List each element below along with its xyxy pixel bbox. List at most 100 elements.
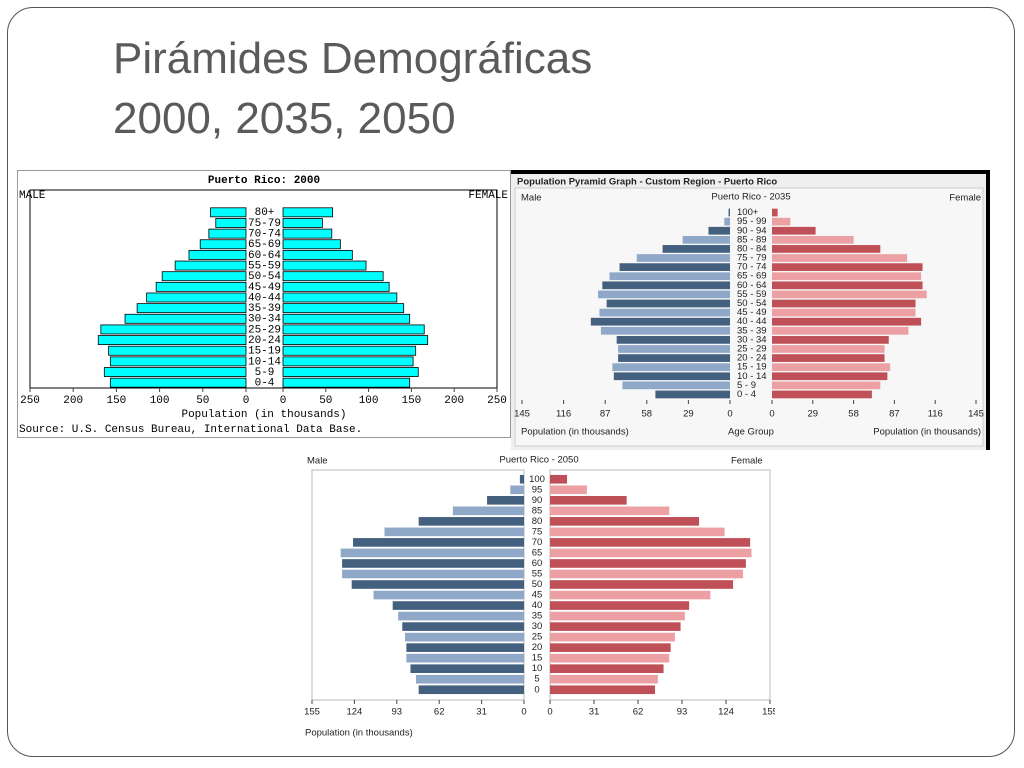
- bar: [373, 590, 524, 600]
- age-label: 15: [532, 653, 543, 664]
- x-tick-label: 150: [106, 395, 126, 407]
- bar: [636, 254, 730, 262]
- bar: [772, 354, 885, 362]
- bar: [340, 548, 524, 558]
- bar: [487, 495, 524, 505]
- chart-title: Puerto Rico: 2000: [208, 175, 320, 187]
- age-label: 95: [532, 484, 543, 495]
- x-tick-label: 250: [487, 395, 507, 407]
- age-label: 15 - 19: [737, 362, 767, 373]
- x-tick-label: 124: [346, 707, 362, 718]
- bar: [772, 390, 872, 399]
- age-label: 65: [532, 547, 543, 558]
- bar: [772, 281, 923, 290]
- bar: [550, 506, 670, 516]
- bar: [724, 217, 730, 226]
- x-tick-label: 0: [547, 707, 552, 718]
- x-tick-label: 50: [319, 395, 332, 407]
- x-tick-label: 145: [968, 409, 984, 420]
- x-tick-label: 200: [444, 395, 464, 407]
- age-label: 50 - 54: [737, 298, 767, 309]
- age-label: 55-59: [248, 260, 281, 272]
- bar: [622, 381, 730, 390]
- x-tick-label: 0: [727, 409, 732, 420]
- age-label: 70-74: [248, 229, 281, 241]
- bar: [342, 559, 524, 568]
- age-label: 25 - 29: [737, 343, 767, 354]
- bar: [772, 299, 916, 308]
- bar: [392, 601, 524, 610]
- x-tick-label: 87: [600, 409, 611, 420]
- bar: [772, 326, 909, 335]
- right-border: [986, 170, 990, 450]
- chart-title: Puerto Rico - 2050: [499, 455, 578, 466]
- x-tick-label: 31: [589, 707, 600, 718]
- bar: [109, 377, 247, 388]
- x-tick-label: 58: [848, 409, 859, 420]
- panel: [514, 187, 984, 447]
- bar: [772, 272, 922, 281]
- plot-frame: [29, 189, 498, 389]
- bar: [109, 356, 247, 367]
- bar: [282, 313, 411, 324]
- age-label: 10 - 14: [737, 371, 767, 382]
- bar: [210, 207, 247, 218]
- bar: [100, 324, 247, 335]
- age-label: 90: [532, 495, 543, 506]
- bar: [772, 263, 923, 271]
- age-label: 80: [532, 516, 543, 527]
- x-axis-label: Population (in thousands): [521, 427, 629, 438]
- bar: [550, 495, 627, 505]
- bar: [398, 611, 524, 621]
- bar: [772, 208, 778, 217]
- age-label: 100: [529, 474, 545, 485]
- age-label: 35 - 39: [737, 325, 767, 336]
- slide-title: Pirámides Demográficas: [113, 34, 593, 83]
- bar: [550, 590, 711, 600]
- bar: [599, 308, 730, 317]
- x-tick-label: 29: [808, 409, 819, 420]
- bar: [619, 263, 730, 271]
- age-label: 95 - 99: [737, 216, 767, 227]
- bar: [418, 517, 524, 526]
- bar: [550, 664, 664, 674]
- bar: [97, 335, 247, 346]
- x-tick-label: 87: [889, 409, 900, 420]
- bar: [550, 632, 675, 642]
- legend-male: MALE: [19, 190, 46, 202]
- slide: [7, 7, 1015, 757]
- chart-frame: [17, 170, 511, 438]
- age-label: 60: [532, 558, 543, 569]
- age-label: 70: [532, 537, 543, 548]
- bar: [550, 559, 746, 568]
- age-label: 85 - 89: [737, 234, 767, 245]
- age-label: 5 - 9: [737, 380, 756, 391]
- bar: [282, 335, 429, 346]
- bar: [384, 527, 524, 537]
- bar: [613, 372, 730, 381]
- x-tick-label: 200: [63, 395, 83, 407]
- chart-header: Population Pyramid Graph - Custom Region…: [517, 177, 777, 188]
- bar: [550, 527, 725, 537]
- age-label: 40 - 44: [737, 316, 767, 327]
- age-label: 40-44: [248, 292, 281, 304]
- age-label: 40: [532, 600, 543, 611]
- bar: [415, 674, 524, 684]
- bar: [550, 474, 568, 484]
- x-tick-label: 100: [150, 395, 170, 407]
- age-label: 15-19: [248, 346, 281, 358]
- x-tick-label: 0: [769, 409, 774, 420]
- x-tick-label: 93: [392, 707, 403, 718]
- age-label: 0: [534, 684, 539, 695]
- bar: [136, 303, 247, 314]
- bar: [602, 281, 730, 290]
- x-tick-label: 100: [359, 395, 379, 407]
- legend-female: Female: [731, 456, 763, 467]
- bar: [282, 345, 417, 356]
- age-label: 75: [532, 526, 543, 537]
- bar: [772, 336, 889, 344]
- bar: [188, 249, 247, 260]
- age-label: 20 - 24: [737, 353, 767, 364]
- x-axis-label: Population (in thousands): [873, 427, 981, 438]
- chart: Population Pyramid Graph - Custom Region…: [511, 170, 990, 450]
